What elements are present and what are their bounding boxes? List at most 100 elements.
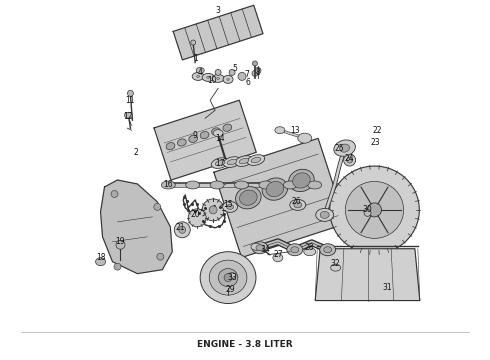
Text: 17: 17 — [215, 158, 225, 167]
Ellipse shape — [127, 90, 133, 96]
Ellipse shape — [215, 160, 225, 166]
Ellipse shape — [290, 199, 306, 210]
Ellipse shape — [287, 244, 303, 256]
Text: 6: 6 — [245, 78, 250, 87]
Ellipse shape — [275, 127, 285, 134]
Polygon shape — [154, 100, 256, 180]
Ellipse shape — [192, 72, 204, 80]
Ellipse shape — [200, 131, 209, 139]
Ellipse shape — [213, 130, 223, 137]
Polygon shape — [173, 5, 263, 60]
Text: 3: 3 — [216, 6, 220, 15]
Ellipse shape — [188, 209, 206, 227]
Ellipse shape — [212, 75, 224, 82]
Text: 26: 26 — [292, 197, 302, 206]
Polygon shape — [100, 180, 172, 274]
Ellipse shape — [215, 69, 221, 75]
Ellipse shape — [209, 260, 247, 295]
Ellipse shape — [251, 157, 261, 163]
Ellipse shape — [219, 269, 238, 287]
Ellipse shape — [161, 181, 175, 189]
Text: 11: 11 — [126, 96, 135, 105]
Polygon shape — [315, 249, 420, 301]
Ellipse shape — [179, 226, 186, 233]
Ellipse shape — [223, 75, 233, 84]
Ellipse shape — [196, 67, 204, 73]
Ellipse shape — [166, 143, 175, 150]
Ellipse shape — [228, 273, 236, 279]
Ellipse shape — [240, 190, 257, 205]
Ellipse shape — [346, 157, 353, 163]
Text: 7: 7 — [245, 70, 249, 79]
Text: 19: 19 — [116, 237, 125, 246]
Ellipse shape — [273, 254, 283, 262]
Ellipse shape — [227, 159, 237, 165]
Text: 1: 1 — [193, 54, 197, 63]
Ellipse shape — [293, 173, 310, 188]
Ellipse shape — [283, 181, 297, 189]
Ellipse shape — [177, 139, 186, 146]
Ellipse shape — [116, 240, 125, 249]
Text: 2: 2 — [133, 148, 138, 157]
Text: 22: 22 — [373, 126, 382, 135]
Text: 32: 32 — [331, 259, 341, 268]
Ellipse shape — [189, 135, 197, 143]
Text: 4: 4 — [198, 68, 202, 77]
Text: 14: 14 — [215, 134, 225, 143]
Ellipse shape — [229, 69, 235, 75]
Text: 16: 16 — [164, 180, 173, 189]
Ellipse shape — [154, 203, 161, 210]
Ellipse shape — [226, 204, 234, 210]
Ellipse shape — [319, 244, 336, 256]
Text: 18: 18 — [96, 253, 105, 262]
Ellipse shape — [255, 67, 261, 73]
Ellipse shape — [320, 211, 329, 219]
Ellipse shape — [186, 181, 200, 189]
Ellipse shape — [96, 258, 105, 266]
Ellipse shape — [235, 181, 248, 189]
Ellipse shape — [252, 61, 257, 66]
Text: 9: 9 — [193, 131, 197, 140]
Text: 34: 34 — [260, 245, 270, 254]
Ellipse shape — [196, 75, 200, 77]
Ellipse shape — [364, 210, 371, 216]
Text: 25: 25 — [335, 144, 344, 153]
Text: 5: 5 — [233, 64, 238, 73]
Text: 13: 13 — [290, 126, 299, 135]
Ellipse shape — [331, 264, 341, 271]
Text: 15: 15 — [223, 201, 233, 210]
Ellipse shape — [256, 245, 264, 251]
Text: 28: 28 — [305, 243, 315, 252]
Ellipse shape — [262, 178, 288, 200]
Text: 8: 8 — [256, 68, 260, 77]
Text: 20: 20 — [191, 210, 200, 219]
Text: 12: 12 — [123, 112, 133, 121]
Ellipse shape — [235, 156, 253, 166]
Ellipse shape — [111, 190, 118, 197]
Text: 24: 24 — [345, 154, 354, 163]
Text: 27: 27 — [273, 250, 283, 259]
Ellipse shape — [334, 140, 355, 156]
Ellipse shape — [368, 203, 382, 217]
Ellipse shape — [304, 248, 316, 256]
Ellipse shape — [343, 154, 356, 166]
Ellipse shape — [324, 247, 332, 253]
Text: 21: 21 — [175, 223, 185, 232]
Ellipse shape — [223, 124, 232, 131]
Ellipse shape — [209, 206, 217, 214]
Ellipse shape — [114, 263, 121, 270]
Ellipse shape — [238, 72, 246, 80]
Ellipse shape — [266, 181, 284, 197]
Ellipse shape — [252, 71, 258, 76]
Text: 33: 33 — [227, 273, 237, 282]
Text: 31: 31 — [383, 283, 392, 292]
Text: 10: 10 — [207, 76, 217, 85]
Ellipse shape — [291, 247, 299, 253]
Ellipse shape — [223, 157, 241, 167]
Ellipse shape — [212, 128, 220, 135]
Text: 29: 29 — [225, 285, 235, 294]
Ellipse shape — [308, 181, 322, 189]
Ellipse shape — [239, 158, 249, 164]
Ellipse shape — [207, 76, 210, 78]
Ellipse shape — [217, 77, 220, 80]
